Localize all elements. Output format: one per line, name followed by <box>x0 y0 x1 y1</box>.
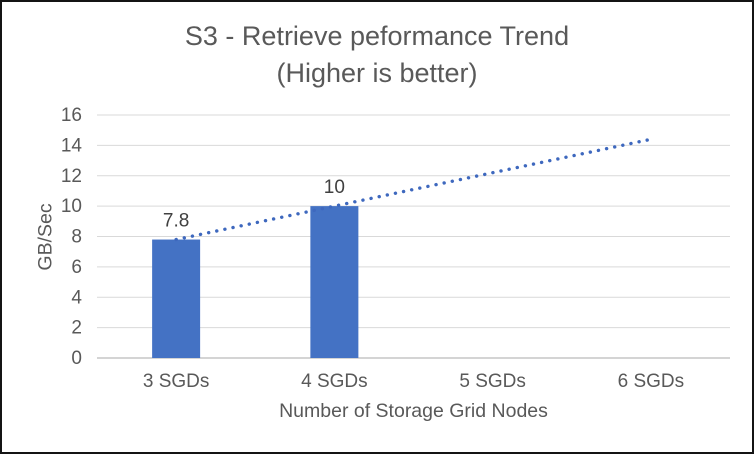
y-tick-label: 2 <box>71 318 82 339</box>
x-category-label: 4 SGDs <box>301 371 368 392</box>
trendline <box>174 137 653 242</box>
x-category-label: 3 SGDs <box>143 371 210 392</box>
y-tick-label: 8 <box>71 227 82 248</box>
x-category-label: 5 SGDs <box>459 371 526 392</box>
y-tick-label: 4 <box>71 287 82 308</box>
y-tick-label: 16 <box>61 105 82 126</box>
x-category-label: 6 SGDs <box>618 371 685 392</box>
y-tick-label: 10 <box>61 196 82 217</box>
data-label: 7.8 <box>163 211 189 232</box>
chart-title-line2: (Higher is better) <box>276 58 478 88</box>
bar-3-sgds <box>152 239 201 358</box>
y-tick-label: 6 <box>71 257 82 278</box>
y-tick-label: 12 <box>61 166 82 187</box>
chart-title: S3 - Retrieve peformance Trend (Higher i… <box>2 18 752 92</box>
y-tick-label: 0 <box>71 348 82 369</box>
chart-title-line1: S3 - Retrieve peformance Trend <box>184 21 570 51</box>
bar-4-sgds <box>310 206 359 358</box>
x-axis-title: Number of Storage Grid Nodes <box>279 400 548 422</box>
data-label: 10 <box>324 177 345 198</box>
y-tick-label: 14 <box>61 135 83 156</box>
